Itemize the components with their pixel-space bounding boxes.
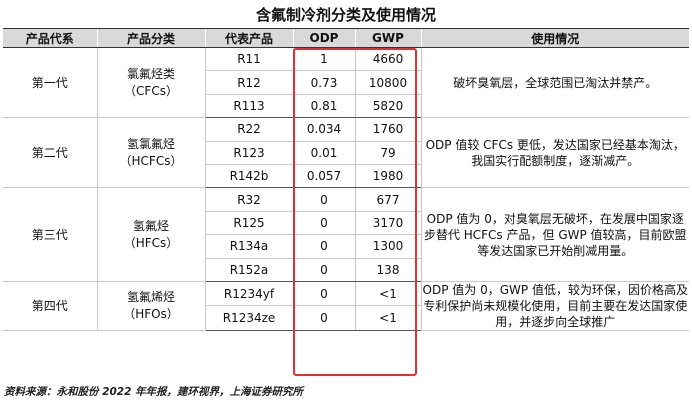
- class-cell: 氢氟烯烃 （HFOs）: [96, 281, 205, 331]
- source-note: 资料来源：永和股份 2022 年年报，建环视界，上海证券研究所: [4, 386, 304, 398]
- table-row: R12 0.73 10800: [3, 70, 689, 95]
- product-cell: R1234ze: [204, 305, 293, 331]
- generation-cell: 第四代: [3, 281, 97, 331]
- generation-cell: 第一代: [3, 47, 97, 119]
- class-abbr: （HCFCs）: [119, 153, 183, 168]
- refrigerant-table: 产品代系 产品分类 代表产品 ODP GWP 使用情况 第一代 氯氟烃类 （CF…: [3, 28, 689, 331]
- odp-cell: 1: [292, 47, 355, 72]
- header-usage: 使用情况: [420, 28, 689, 48]
- odp-cell: 0: [292, 305, 355, 331]
- generation-cell: 第二代: [3, 117, 97, 189]
- table-row: R152a 0 138: [3, 258, 689, 282]
- gwp-cell: 1300: [354, 234, 421, 259]
- odp-cell: 0: [292, 258, 355, 282]
- class-name: 氯氟烃类: [126, 66, 175, 81]
- gwp-cell: 4660: [354, 47, 421, 72]
- gwp-cell: 1760: [354, 117, 421, 142]
- header-gwp: GWP: [354, 28, 421, 48]
- product-cell: R142b: [204, 164, 293, 189]
- product-cell: R32: [204, 187, 293, 212]
- odp-cell: 0.73: [292, 70, 355, 95]
- gwp-cell: 677: [354, 187, 421, 212]
- odp-cell: 0.81: [292, 94, 355, 119]
- table-row: R134a 0 1300: [3, 234, 689, 259]
- usage-cell: ODP 值为 0，对臭氧层无破坏，在发展中国家逐步替代 HCFCs 产品，但 G…: [420, 187, 689, 282]
- odp-cell: 0.01: [292, 141, 355, 165]
- product-cell: R125: [204, 211, 293, 236]
- header-odp: ODP: [292, 28, 355, 48]
- odp-cell: 0.057: [292, 164, 355, 189]
- odp-cell: 0.034: [292, 117, 355, 142]
- class-abbr: （HFOs）: [123, 306, 179, 321]
- usage-cell: 破坏臭氧层，全球范围已淘汰并禁产。: [420, 47, 689, 119]
- gwp-cell: <1: [354, 305, 421, 331]
- table-row: 第二代 氢氯氟烃 （HCFCs） R22 0.034 1760 ODP 值较 C…: [3, 117, 689, 189]
- table-row: 第一代 氯氟烃类 （CFCs） R11 1 4660 破坏臭氧层，全球范围已淘汰…: [3, 47, 689, 119]
- generation-cell: 第三代: [3, 187, 97, 282]
- table-row: R142b 0.057 1980: [3, 164, 689, 189]
- odp-cell: 0: [292, 281, 355, 307]
- gwp-cell: 138: [354, 258, 421, 282]
- class-cell: 氯氟烃类 （CFCs）: [96, 47, 205, 119]
- gwp-cell: 10800: [354, 70, 421, 95]
- odp-cell: 0: [292, 211, 355, 236]
- table-row: R113 0.81 5820: [3, 94, 689, 119]
- table-row: R123 0.01 79: [3, 141, 689, 165]
- product-cell: R113: [204, 94, 293, 119]
- class-abbr: （CFCs）: [124, 83, 178, 98]
- table-row: R125 0 3170: [3, 211, 689, 236]
- table-row: 第四代 氢氟烯烃 （HFOs） R1234yf 0 <1 ODP 值为 0，GW…: [3, 281, 689, 331]
- header-class: 产品分类: [96, 28, 205, 48]
- class-name: 氢氯氟烃: [126, 136, 175, 151]
- product-cell: R22: [204, 117, 293, 142]
- class-abbr: （HFCs）: [123, 235, 179, 250]
- table-header-row: 产品代系 产品分类 代表产品 ODP GWP 使用情况: [3, 28, 689, 48]
- header-product: 代表产品: [204, 28, 293, 48]
- class-cell: 氢氯氟烃 （HCFCs）: [96, 117, 205, 189]
- class-name: 氢氟烯烃: [126, 289, 175, 304]
- page-title: 含氟制冷剂分类及使用情况: [255, 6, 436, 24]
- product-cell: R134a: [204, 234, 293, 259]
- product-cell: R123: [204, 141, 293, 165]
- gwp-cell: 79: [354, 141, 421, 165]
- product-cell: R12: [204, 70, 293, 95]
- gwp-cell: <1: [354, 281, 421, 307]
- product-cell: R1234yf: [204, 281, 293, 307]
- product-cell: R11: [204, 47, 293, 72]
- gwp-cell: 5820: [354, 94, 421, 119]
- table-row: R1234ze 0 <1: [3, 305, 689, 331]
- usage-cell: ODP 值为 0，GWP 值低，较为环保，因价格高及专利保护尚未规模化使用，目前…: [420, 281, 689, 331]
- odp-cell: 0: [292, 234, 355, 259]
- odp-cell: 0: [292, 187, 355, 212]
- table-row: 第三代 氢氟烃 （HFCs） R32 0 677 ODP 值为 0，对臭氧层无破…: [3, 187, 689, 282]
- gwp-cell: 1980: [354, 164, 421, 189]
- gwp-cell: 3170: [354, 211, 421, 236]
- header-generation: 产品代系: [3, 28, 97, 48]
- product-cell: R152a: [204, 258, 293, 282]
- usage-cell: ODP 值较 CFCs 更低，发达国家已经基本淘汰，我国实行配额制度，逐渐减产。: [420, 117, 689, 189]
- class-name: 氢氟烃: [132, 218, 169, 233]
- class-cell: 氢氟烃 （HFCs）: [96, 187, 205, 282]
